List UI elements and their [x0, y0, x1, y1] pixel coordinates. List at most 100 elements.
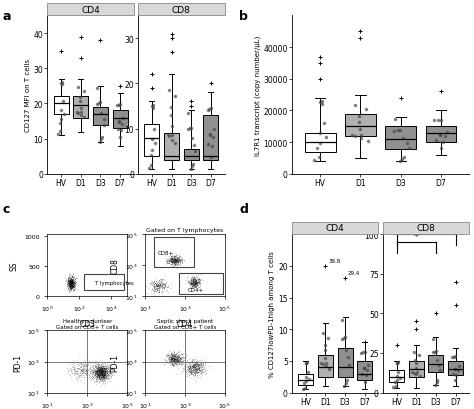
- Point: [99, 372, 106, 378]
- Point: [35, 245, 43, 252]
- Point: [100, 373, 107, 379]
- Point: [64, 281, 72, 288]
- Point: [26, 273, 34, 280]
- Point: [70, 284, 77, 290]
- Point: [92, 367, 100, 374]
- Point: [193, 369, 201, 375]
- Point: [171, 262, 178, 269]
- Point: [67, 279, 74, 285]
- Point: [101, 369, 109, 375]
- Point: [19, 284, 27, 291]
- Point: [24, 273, 32, 280]
- Point: [93, 370, 100, 377]
- Point: [196, 368, 204, 375]
- Point: [169, 257, 176, 263]
- Point: [100, 365, 107, 371]
- Point: [192, 281, 200, 288]
- Point: [88, 365, 95, 372]
- Point: [28, 277, 36, 284]
- Point: [16, 271, 24, 277]
- Point: [158, 280, 165, 286]
- Point: [29, 252, 37, 258]
- Point: [72, 367, 79, 373]
- Y-axis label: PD-1: PD-1: [13, 353, 22, 371]
- Point: [21, 277, 29, 283]
- Point: [96, 367, 104, 374]
- Point: [27, 279, 35, 286]
- Point: [64, 280, 72, 286]
- Point: [68, 281, 75, 288]
- Point: [26, 278, 33, 285]
- Point: [100, 367, 107, 373]
- Point: [21, 252, 28, 259]
- Point: [158, 285, 166, 292]
- Point: [197, 360, 205, 367]
- Point: [195, 275, 203, 281]
- Point: [18, 286, 26, 293]
- Point: [150, 285, 158, 291]
- Text: CD4+: CD4+: [188, 287, 204, 292]
- Point: [19, 282, 27, 289]
- Point: [29, 287, 36, 293]
- Point: [189, 362, 197, 369]
- Point: [15, 240, 22, 246]
- Point: [73, 368, 81, 375]
- Point: [90, 364, 97, 370]
- Point: [195, 361, 203, 368]
- Point: [161, 287, 168, 293]
- Point: [100, 370, 108, 376]
- Point: [88, 375, 96, 382]
- Point: [177, 257, 185, 264]
- Point: [104, 365, 111, 372]
- Point: [168, 256, 175, 263]
- Point: [190, 369, 198, 375]
- Point: [74, 366, 82, 372]
- Point: [154, 283, 162, 289]
- Point: [415, 352, 423, 358]
- Point: [68, 283, 76, 290]
- Point: [26, 276, 34, 282]
- Point: [189, 367, 197, 374]
- Point: [72, 368, 80, 375]
- Point: [96, 374, 103, 380]
- Point: [13, 278, 21, 284]
- Point: [163, 358, 170, 365]
- Point: [171, 356, 179, 362]
- Point: [27, 276, 35, 283]
- Point: [142, 283, 150, 290]
- Point: [173, 354, 181, 361]
- Point: [96, 370, 104, 376]
- Point: [32, 290, 39, 296]
- Point: [25, 261, 33, 267]
- Point: [95, 369, 103, 375]
- Point: [100, 367, 108, 373]
- Point: [65, 272, 73, 279]
- Point: [170, 257, 178, 264]
- Point: [98, 370, 105, 376]
- Point: [97, 369, 104, 375]
- Point: [23, 279, 30, 286]
- Point: [91, 371, 99, 377]
- Point: [97, 364, 104, 371]
- Point: [97, 370, 104, 376]
- Point: [29, 286, 36, 292]
- Point: [94, 362, 101, 369]
- Point: [98, 364, 105, 371]
- Point: [104, 371, 112, 378]
- Point: [174, 356, 182, 362]
- Point: [166, 285, 174, 292]
- Point: [32, 279, 39, 285]
- Point: [169, 258, 176, 265]
- Point: [172, 356, 180, 363]
- Point: [95, 374, 103, 380]
- Point: [189, 363, 197, 370]
- Point: [107, 373, 114, 379]
- Point: [30, 282, 38, 289]
- Point: [151, 285, 158, 291]
- Point: [25, 244, 32, 250]
- Point: [175, 256, 182, 263]
- Point: [193, 367, 201, 374]
- Point: [19, 271, 27, 278]
- Point: [72, 371, 80, 377]
- Point: [26, 256, 33, 263]
